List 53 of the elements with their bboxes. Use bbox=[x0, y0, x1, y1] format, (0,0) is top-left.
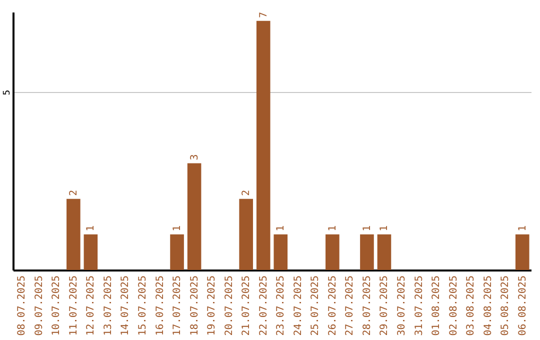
x-tick-label: 04.08.2025 bbox=[482, 276, 494, 336]
x-tick-label: 27.07.2025 bbox=[344, 276, 356, 336]
bar bbox=[187, 163, 202, 270]
x-tick-label: 19.07.2025 bbox=[206, 276, 218, 336]
x-tick-label: 11.07.2025 bbox=[68, 276, 80, 336]
data-label: 3 bbox=[189, 154, 200, 160]
bar bbox=[326, 234, 340, 270]
x-tick-label: 18.07.2025 bbox=[189, 276, 200, 336]
data-label: 1 bbox=[379, 225, 390, 232]
bar bbox=[84, 234, 98, 270]
x-tick-label: 02.08.2025 bbox=[448, 276, 460, 336]
bar bbox=[239, 198, 254, 270]
data-label: 1 bbox=[362, 225, 373, 232]
data-label: 1 bbox=[172, 225, 184, 232]
bar bbox=[274, 234, 288, 270]
x-tick-label: 01.08.2025 bbox=[431, 276, 442, 336]
data-label: 1 bbox=[327, 225, 338, 232]
bar bbox=[360, 234, 374, 270]
x-tick-label: 29.07.2025 bbox=[379, 276, 390, 336]
bar bbox=[377, 234, 392, 270]
bar bbox=[170, 234, 184, 270]
data-label: 2 bbox=[241, 190, 252, 196]
x-tick-label: 08.07.2025 bbox=[16, 276, 28, 336]
x-tick-label: 22.07.2025 bbox=[258, 276, 270, 336]
x-tick-label: 26.07.2025 bbox=[327, 276, 338, 336]
x-tick-label: 23.07.2025 bbox=[276, 276, 287, 336]
bar bbox=[515, 234, 530, 270]
data-label: 1 bbox=[517, 225, 528, 232]
bar bbox=[256, 20, 270, 270]
x-tick-label: 10.07.2025 bbox=[51, 276, 62, 336]
x-tick-label: 30.07.2025 bbox=[396, 276, 408, 336]
x-tick-label: 12.07.2025 bbox=[86, 276, 97, 336]
x-tick-label: 16.07.2025 bbox=[154, 276, 166, 336]
x-tick-label: 17.07.2025 bbox=[172, 276, 184, 336]
data-label: 2 bbox=[68, 190, 80, 196]
x-tick-label: 31.07.2025 bbox=[414, 276, 425, 336]
x-tick-label: 14.07.2025 bbox=[120, 276, 132, 336]
x-tick-label: 21.07.2025 bbox=[241, 276, 252, 336]
data-label: 7 bbox=[258, 12, 270, 18]
x-tick-label: 28.07.2025 bbox=[362, 276, 373, 336]
x-tick-label: 20.07.2025 bbox=[224, 276, 235, 336]
x-tick-label: 03.08.2025 bbox=[466, 276, 477, 336]
x-tick-label: 13.07.2025 bbox=[102, 276, 114, 336]
x-tick-label: 09.07.2025 bbox=[34, 276, 45, 336]
x-tick-label: 06.08.2025 bbox=[517, 276, 528, 336]
bar bbox=[66, 198, 80, 270]
x-tick-label: 05.08.2025 bbox=[500, 276, 512, 336]
data-label: 1 bbox=[276, 225, 287, 232]
x-tick-label: 24.07.2025 bbox=[292, 276, 304, 336]
y-tick-label: 5 bbox=[2, 90, 12, 96]
x-tick-label: 25.07.2025 bbox=[310, 276, 322, 336]
data-label: 1 bbox=[86, 225, 97, 232]
x-tick-label: 15.07.2025 bbox=[138, 276, 148, 336]
